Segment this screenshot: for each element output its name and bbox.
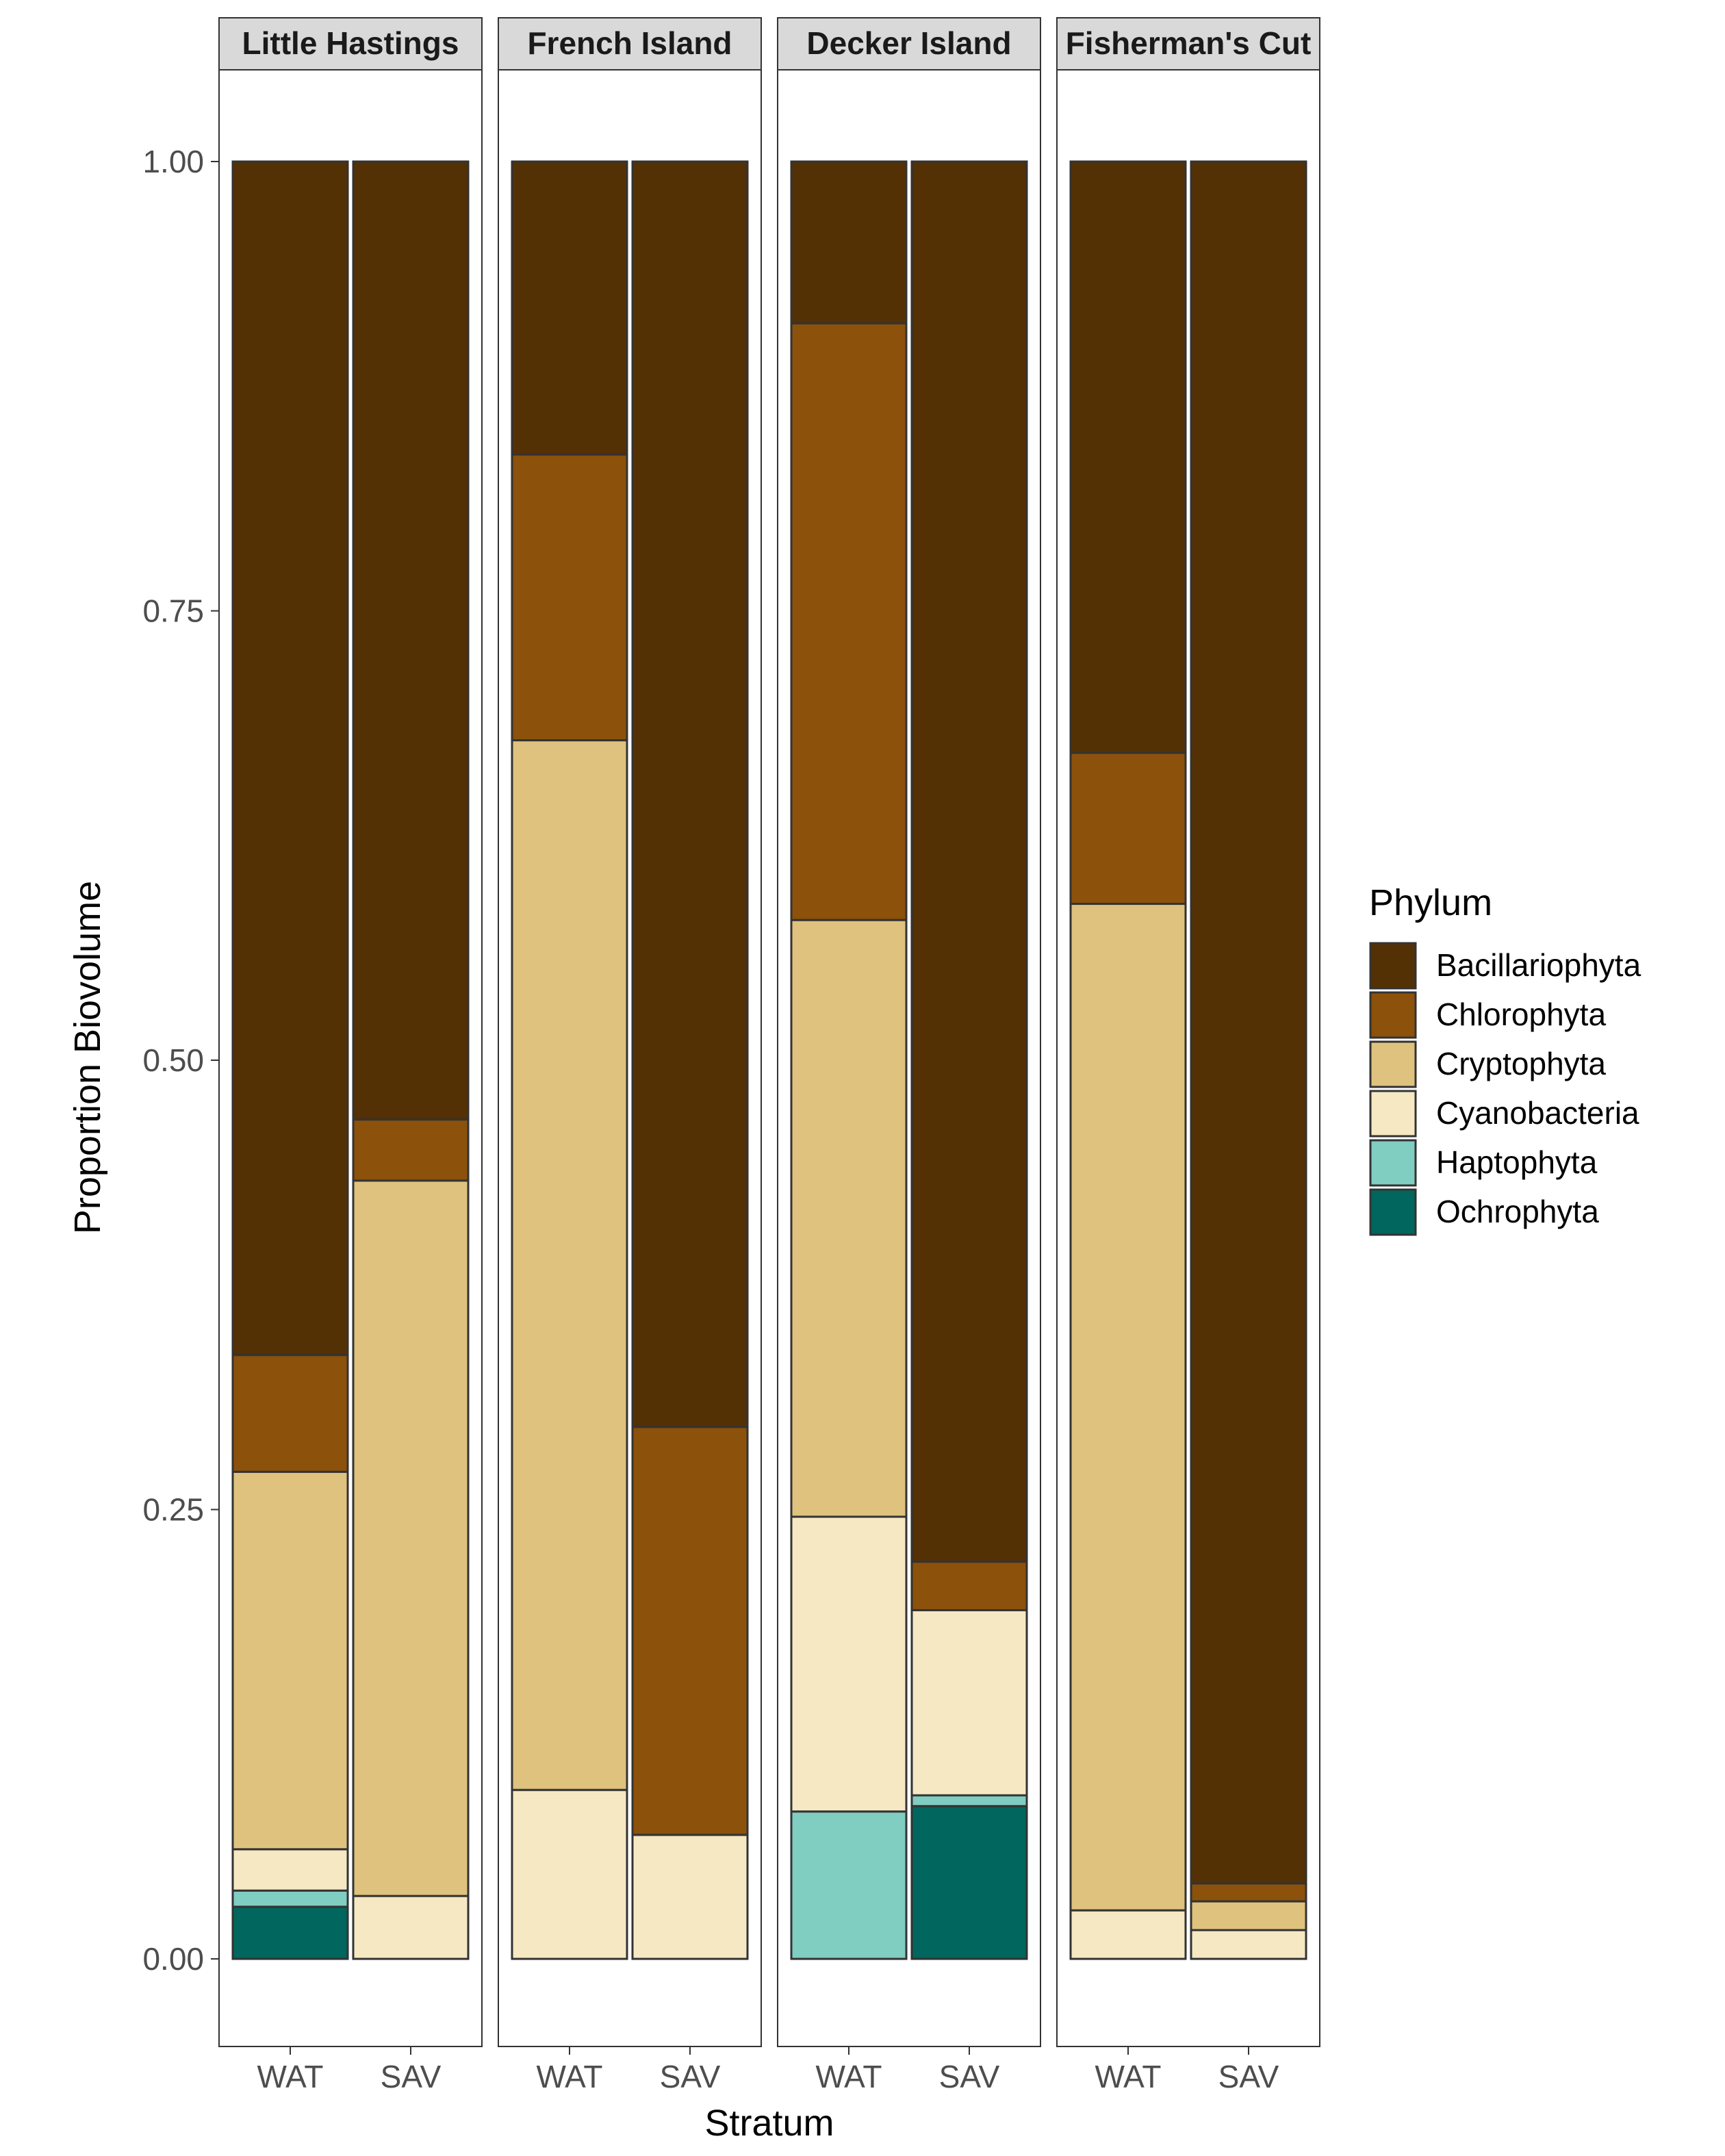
legend-label-ochrophyta: Ochrophyta bbox=[1436, 1194, 1599, 1229]
y-axis: 0.00 0.25 0.50 0.75 1.00 bbox=[142, 144, 219, 1977]
panel-border bbox=[777, 69, 1041, 2047]
facet-little-hastings: Little Hastings WAT SAV bbox=[218, 17, 483, 2094]
legend-key-cyanobacteria bbox=[1369, 1090, 1417, 1138]
bar-segment-chlorophyta bbox=[1190, 1882, 1307, 1903]
x-tick-label: WAT bbox=[815, 2059, 882, 2094]
panel-border bbox=[218, 69, 483, 2047]
facet-strip-label: Fisherman's Cut bbox=[1066, 25, 1312, 61]
legend-key-chlorophyta bbox=[1369, 991, 1417, 1039]
legend-label-chlorophyta: Chlorophyta bbox=[1436, 997, 1606, 1032]
bar-segment-bacillariophyta bbox=[1069, 160, 1187, 754]
bar-segment-cryptophyta bbox=[1069, 903, 1187, 1912]
legend-title: Phylum bbox=[1369, 882, 1492, 923]
facet-strip bbox=[218, 17, 483, 70]
bar-segment-chlorophyta bbox=[231, 1354, 349, 1473]
bar-segment-bacillariophyta bbox=[790, 160, 908, 324]
bar-segment-chlorophyta bbox=[1069, 752, 1187, 906]
bar-segment-cryptophyta bbox=[231, 1470, 349, 1851]
y-tick-label: 1.00 bbox=[142, 144, 204, 179]
bar-segment-chlorophyta bbox=[631, 1426, 749, 1836]
legend-key-bacillariophyta bbox=[1369, 942, 1417, 990]
bar-segment-ochrophyta bbox=[910, 1805, 1028, 1960]
y-tick-label: 0.25 bbox=[142, 1492, 204, 1528]
bar-segment-cryptophyta bbox=[352, 1179, 470, 1897]
facet-fisherman-s-cut: Fisherman's Cut WAT SAV bbox=[1056, 17, 1320, 2094]
bar-segment-haptophyta bbox=[231, 1889, 349, 1908]
x-tick-label: SAV bbox=[660, 2059, 721, 2094]
facet-strip-label: French Island bbox=[527, 25, 732, 61]
bar-segment-bacillariophyta bbox=[910, 160, 1028, 1563]
bar-segment-chlorophyta bbox=[352, 1118, 470, 1182]
facet-strip bbox=[777, 17, 1041, 70]
bar-segment-chlorophyta bbox=[511, 453, 628, 742]
x-tick-label: SAV bbox=[381, 2059, 442, 2094]
y-axis-title: Proportion Biovolume bbox=[67, 881, 108, 1234]
x-tick-label: WAT bbox=[257, 2059, 323, 2094]
facet-french-island: French Island WAT SAV bbox=[498, 17, 762, 2094]
panel-border bbox=[1056, 69, 1320, 2047]
legend-label-bacillariophyta: Bacillariophyta bbox=[1436, 947, 1641, 983]
bar-segment-cryptophyta bbox=[511, 739, 628, 1791]
bar-segment-cyanobacteria bbox=[1190, 1929, 1307, 1960]
facet-panels: Little Hastings WAT SAV French Island WAT SAV… bbox=[218, 17, 1320, 2094]
bar-segment-cryptophyta bbox=[790, 919, 908, 1518]
x-tick-label: WAT bbox=[536, 2059, 602, 2094]
bar-segment-cyanobacteria bbox=[352, 1895, 470, 1960]
x-axis-title: Stratum bbox=[704, 2103, 834, 2144]
legend-key-ochrophyta bbox=[1369, 1188, 1417, 1236]
legend-label-cyanobacteria: Cyanobacteria bbox=[1436, 1095, 1639, 1131]
bar-segment-bacillariophyta bbox=[631, 160, 749, 1428]
panel-border bbox=[498, 69, 762, 2047]
facet-decker-island: Decker Island WAT SAV bbox=[777, 17, 1041, 2094]
bar-segment-cyanobacteria bbox=[511, 1788, 628, 1960]
legend-label-cryptophyta: Cryptophyta bbox=[1436, 1046, 1606, 1081]
bar-segment-bacillariophyta bbox=[352, 160, 470, 1121]
bar-segment-bacillariophyta bbox=[1190, 160, 1307, 1885]
x-tick-label: WAT bbox=[1095, 2059, 1161, 2094]
bar-segment-ochrophyta bbox=[231, 1905, 349, 1960]
bar-segment-bacillariophyta bbox=[231, 160, 349, 1357]
legend-entries: Bacillariophyta Chlorophyta Cryptophyta Cya… bbox=[1369, 942, 1641, 1236]
facet-strip bbox=[498, 17, 762, 70]
bar-segment-cyanobacteria bbox=[1069, 1909, 1187, 1960]
legend-key-haptophyta bbox=[1369, 1139, 1417, 1187]
bar-segment-haptophyta bbox=[910, 1794, 1028, 1808]
x-tick-label: SAV bbox=[939, 2059, 1000, 2094]
legend-label-haptophyta: Haptophyta bbox=[1436, 1144, 1598, 1180]
bar-segment-haptophyta bbox=[790, 1810, 908, 1960]
bar-segment-cyanobacteria bbox=[910, 1609, 1028, 1797]
bar-segment-cryptophyta bbox=[1190, 1900, 1307, 1932]
y-tick-label: 0.50 bbox=[142, 1042, 204, 1078]
bar-segment-chlorophyta bbox=[910, 1561, 1028, 1612]
facet-strip-label: Decker Island bbox=[806, 25, 1011, 61]
bar-segment-cyanobacteria bbox=[231, 1848, 349, 1892]
bar-segment-cyanobacteria bbox=[631, 1834, 749, 1960]
y-tick-label: 0.75 bbox=[142, 593, 204, 629]
bar-segment-chlorophyta bbox=[790, 322, 908, 921]
x-tick-label: SAV bbox=[1218, 2059, 1279, 2094]
y-tick-label: 0.00 bbox=[142, 1941, 204, 1977]
bar-segment-cyanobacteria bbox=[790, 1515, 908, 1813]
legend-key-cryptophyta bbox=[1369, 1040, 1417, 1088]
legend: Phylum Bacillariophyta Chlorophyta Cryptop… bbox=[1369, 882, 1641, 1236]
bar-segment-bacillariophyta bbox=[511, 160, 628, 456]
facet-strip-label: Little Hastings bbox=[242, 25, 459, 61]
facet-strip bbox=[1056, 17, 1320, 70]
